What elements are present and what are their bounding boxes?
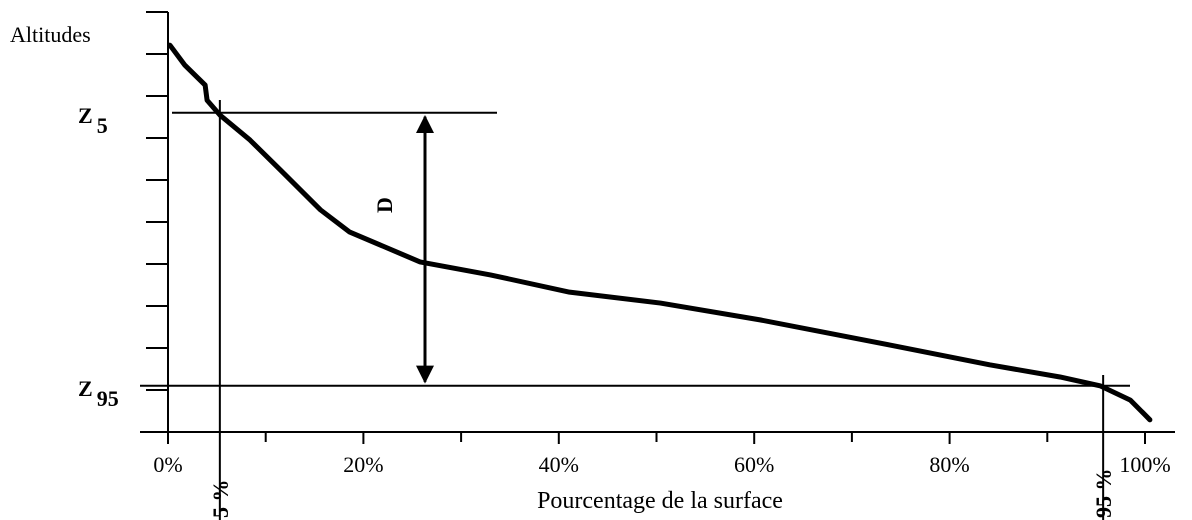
reference-label-sub: 5 — [97, 113, 108, 138]
reference-label-main: Z — [78, 376, 93, 401]
reference-label-sub: 95 — [97, 386, 119, 411]
curve — [167, 42, 1153, 423]
x-tick-label: 40% — [539, 452, 579, 477]
arrow-label: D — [372, 197, 397, 213]
x-axis-label: Pourcentage de la surface — [537, 488, 783, 514]
y-axis-label: Altitudes — [10, 22, 91, 47]
reference-label-main: Z — [78, 103, 93, 128]
x-tick-label: 80% — [929, 452, 969, 477]
x-tick-label: 0% — [153, 452, 182, 477]
x-tick-label: 100% — [1119, 452, 1170, 477]
x-tick-label: 20% — [343, 452, 383, 477]
reference-label: Z 95 — [78, 376, 119, 411]
reference-label: 5 % — [208, 480, 233, 519]
x-tick-label: 60% — [734, 452, 774, 477]
reference-label: 95 % — [1091, 469, 1116, 519]
